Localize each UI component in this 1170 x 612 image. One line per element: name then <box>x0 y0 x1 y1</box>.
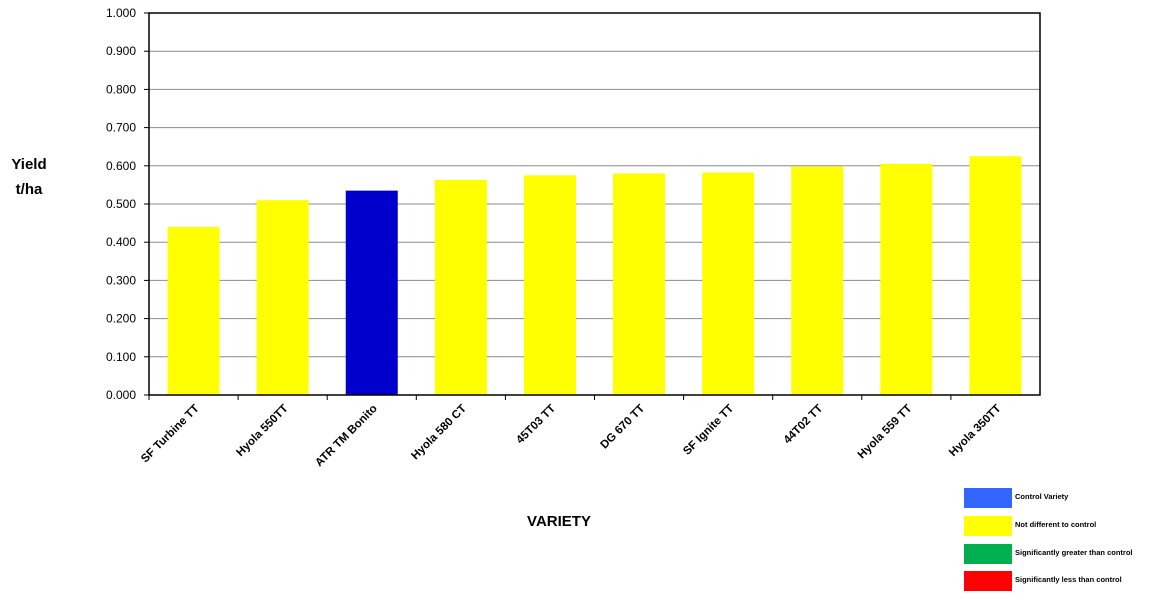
legend-label: Not different to control <box>1015 520 1097 529</box>
bar <box>345 190 398 395</box>
legend-swatch <box>964 516 1012 536</box>
y-tick-label: 0.000 <box>106 388 136 402</box>
x-category-label: SF Ignite TT <box>681 403 736 458</box>
legend-item-not-different: Not different to control <box>964 516 1170 536</box>
legend-swatch <box>964 544 1012 564</box>
x-category-label: Hyola 550TT <box>234 403 290 459</box>
y-tick-label: 0.600 <box>106 159 136 173</box>
y-tick-label: 0.500 <box>106 197 136 211</box>
x-category-label: 44T02 TT <box>782 403 826 447</box>
bars <box>167 156 1022 395</box>
y-axis-ticks: 0.000 0.100 0.200 0.300 0.400 0.500 0.600 0.700… <box>106 6 149 402</box>
y-axis-title-line2: t/ha <box>16 181 43 198</box>
legend-item-control: Control Variety <box>964 488 1170 508</box>
legend-item-greater: Significantly greater than control <box>964 544 1170 564</box>
bar <box>167 226 220 395</box>
legend-swatch <box>964 571 1012 591</box>
bar <box>969 156 1022 395</box>
y-tick-label: 0.700 <box>106 121 136 135</box>
legend-swatch <box>964 488 1012 508</box>
x-axis-labels: SF Turbine TT Hyola 550TT ATR TM Bonito Hyo… <box>139 395 1004 470</box>
y-tick-label: 0.400 <box>106 235 136 249</box>
bar <box>523 175 576 395</box>
bar <box>256 200 309 395</box>
x-category-label: ATR TM Bonito <box>313 403 380 470</box>
legend-item-less: Significantly less than control <box>964 571 1170 591</box>
x-category-label: Hyola 559 TT <box>856 403 915 462</box>
bar <box>880 163 933 395</box>
y-tick-label: 0.800 <box>106 82 136 96</box>
y-tick-label: 1.000 <box>106 6 136 20</box>
bar <box>702 172 755 395</box>
x-axis-title: VARIETY <box>527 513 591 530</box>
x-category-label: DG 670 TT <box>598 403 647 452</box>
bar <box>613 173 666 395</box>
x-category-label: SF Turbine TT <box>139 403 202 466</box>
bar <box>791 166 844 395</box>
y-axis-title-line1: Yield <box>11 156 46 173</box>
bar <box>434 179 487 395</box>
y-tick-label: 0.900 <box>106 44 136 58</box>
y-tick-label: 0.200 <box>106 312 136 326</box>
y-tick-label: 0.100 <box>106 350 136 364</box>
legend-label: Control Variety <box>1015 492 1069 501</box>
legend-label: Significantly greater than control <box>1015 548 1133 557</box>
legend-label: Significantly less than control <box>1015 575 1122 584</box>
x-category-label: Hyola 350TT <box>947 403 1003 459</box>
x-category-label: 45T03 TT <box>514 403 558 447</box>
y-tick-label: 0.300 <box>106 273 136 287</box>
x-category-label: Hyola 580 CT <box>409 403 469 463</box>
